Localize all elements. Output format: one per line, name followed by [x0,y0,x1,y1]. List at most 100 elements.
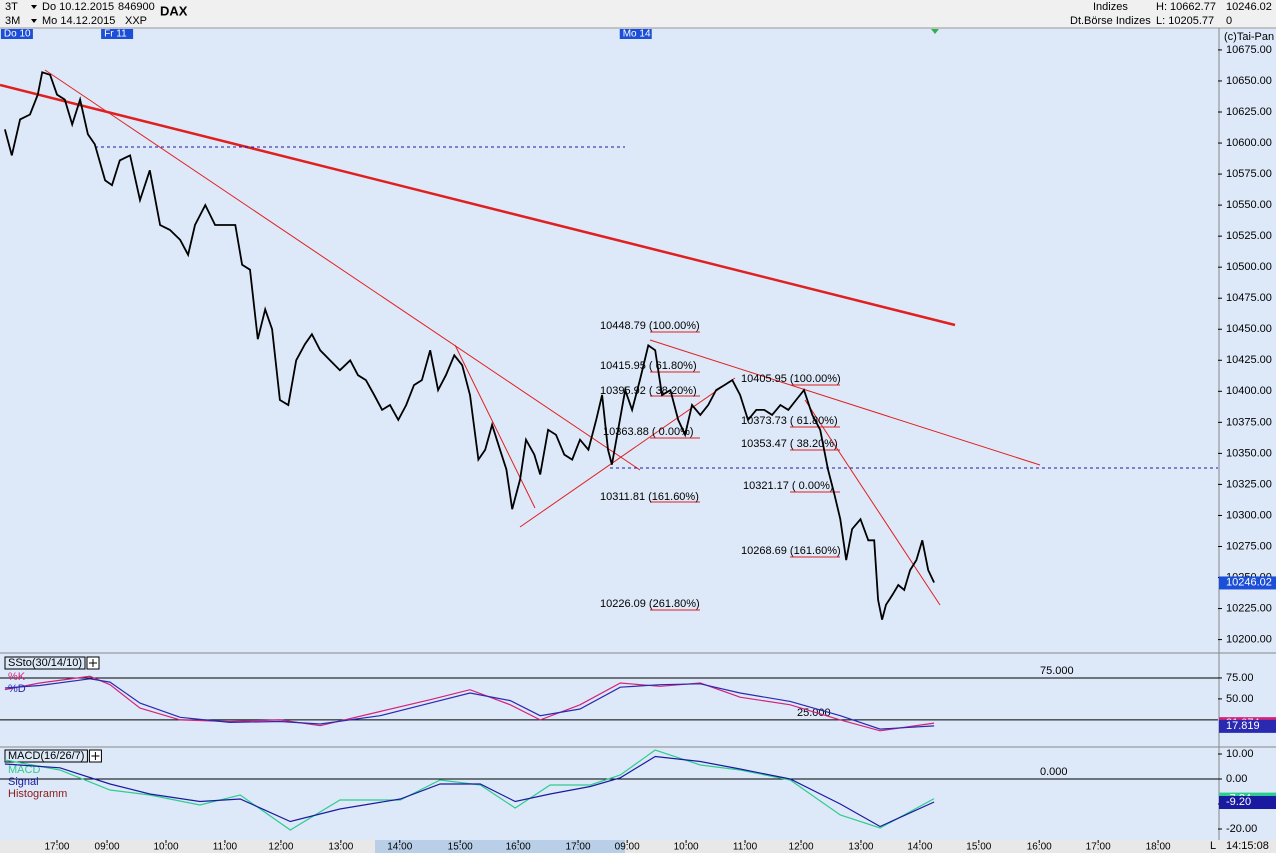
panel-title-box [4,749,88,763]
trend-line [649,339,1041,466]
trend-line [519,377,736,528]
y-tick-label: 10525.00 [1226,230,1272,242]
fib-label: 10321.17 ( 0.00%) [743,480,834,492]
marker [931,29,939,34]
x-tick-label: 09:00 [615,842,640,853]
y-tick-label: 10675.00 [1226,44,1272,56]
y-tick-label: 10225.00 [1226,602,1272,614]
y-tick-label: 10425.00 [1226,354,1272,366]
series-line [4,678,935,730]
last-value-label: 10246.02 [1226,576,1272,588]
y-tick-label: 10600.00 [1226,137,1272,149]
panel-title: SSto(30/14/10) [8,657,82,669]
expand-icon [91,752,100,760]
x-tick-label: 10:00 [674,842,699,853]
last-value-box [1219,576,1276,590]
x-tick-label: 13:00 [328,842,353,853]
series-line [4,71,935,620]
expand-icon [89,659,97,667]
exchange: XXP [125,15,147,27]
fib-underlines [650,331,840,611]
high: H: 10662.77 [1156,1,1216,13]
fib-label: 10405.95 (100.00%) [741,373,841,385]
low: L: 10205.77 [1156,15,1214,27]
last-value-label: -9.20 [1226,796,1251,808]
copyright: (c)Tai-Pan [1224,31,1274,43]
x-tick-label: 17:00 [44,842,69,853]
y-tick-label: 75.00 [1226,672,1254,684]
x-tick-label: 14:00 [387,842,412,853]
panel-title: MACD(16/26/7) [8,750,84,762]
legend-entry: Signal [8,776,39,788]
legend-entry: MACD [8,764,40,776]
header-bar [0,0,1276,28]
date-marker-label: Mo 14 [623,29,651,40]
time-axis-bar [0,840,1276,853]
legend-entry: %D [8,683,26,695]
group-full: Dt.Börse Indizes [1070,15,1151,27]
x-tick-label: 13:00 [848,842,873,853]
last: 10246.02 [1226,1,1272,13]
last-value-box [1219,796,1276,809]
fib-label: 10415.95 ( 61.80%) [600,360,697,372]
dropdown-icons[interactable] [31,5,37,23]
legend-entry: %K [8,671,26,683]
trend-line [804,399,941,606]
code: 846900 [118,1,155,13]
from-date: Do 10.12.2015 [42,1,114,13]
y-tick-label: 10450.00 [1226,323,1272,335]
x-tick-label: 16:00 [1027,842,1052,853]
y-tick-label: 10475.00 [1226,292,1272,304]
group: Indizes [1093,1,1128,13]
fib-label: 10311.81 (161.60%) [600,491,699,503]
y-tick-label: 50.00 [1226,693,1254,705]
date-marker-label: Fr 11 [104,29,127,40]
legend-entry: Histogramm [8,788,67,800]
x-tick-label: 12:00 [268,842,293,853]
y-tick-label: 10625.00 [1226,106,1272,118]
last-value-label: 17.819 [1226,720,1260,732]
date-marker [0,29,33,39]
period[interactable]: 3T [5,1,18,13]
y-tick-label: 10350.00 [1226,447,1272,459]
date-marker-label: Do 10 [4,29,31,40]
change: 0 [1226,15,1232,27]
y-tick-label: 10300.00 [1226,509,1272,521]
series-line [4,755,935,828]
x-tick-label: 15:00 [966,842,991,853]
x-tick-label: 15:00 [448,842,473,853]
time-axis-highlight [375,840,625,853]
trend-line [44,69,641,471]
range[interactable]: 3M [5,15,20,27]
fib-label: 10353.47 ( 38.20%) [741,438,838,450]
y-tick-label: 0.00 [1226,773,1247,785]
x-tick-label: 09:00 [95,842,120,853]
level-label: 75.000 [1040,665,1074,677]
date-marker [101,29,134,39]
symbol: DAX [160,3,188,18]
x-tick-label: 11:00 [733,842,758,853]
fib-label: 10226.09 (261.80%) [600,598,700,610]
series-line [4,675,935,732]
x-tick-label: 11:00 [213,842,238,853]
fib-label: 10363.88 ( 0.00%) [603,426,694,438]
footer-time: 14:15:08 [1226,840,1269,852]
y-tick-label: 10550.00 [1226,199,1272,211]
y-tick-label: 10275.00 [1226,540,1272,552]
y-tick-label: 10400.00 [1226,385,1272,397]
y-tick-label: 10325.00 [1226,478,1272,490]
y-tick-label: 10.00 [1226,748,1254,760]
fib-label: 10373.73 ( 61.80%) [741,415,838,427]
y-tick-label: -20.00 [1226,823,1257,835]
trend-line [0,83,956,327]
x-tick-label: 10:00 [153,842,178,853]
x-tick-label: 17:00 [566,842,591,853]
y-tick-label: 10575.00 [1226,168,1272,180]
last-value-box [1219,719,1276,733]
level-label: 0.000 [1040,766,1068,778]
fib-label: 10448.79 (100.00%) [600,320,700,332]
series-line [4,749,935,831]
trend-lines [0,69,1041,611]
